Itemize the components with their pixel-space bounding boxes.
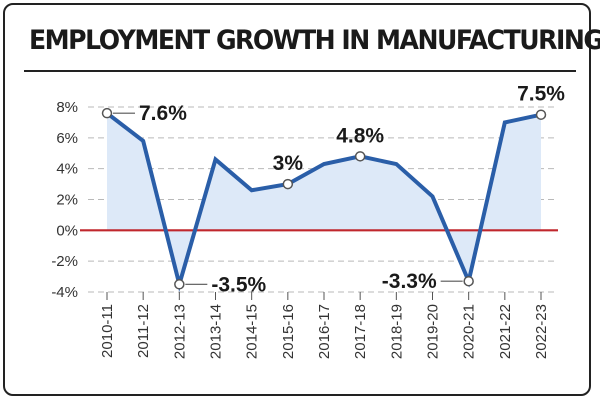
x-tick-label: 2020-21 xyxy=(461,304,478,359)
title-underline xyxy=(24,70,576,72)
data-point-marker xyxy=(463,275,474,287)
data-point-marker xyxy=(535,109,547,120)
data-label: 7.6% xyxy=(139,102,187,125)
x-tick-label: 2011-12 xyxy=(135,304,152,358)
area-shape xyxy=(107,113,541,285)
x-tick-label: 2016-17 xyxy=(316,304,333,359)
y-tick-label: 8% xyxy=(56,99,78,116)
y-tick-label: -4% xyxy=(51,284,78,301)
x-tick-label: 2015-16 xyxy=(280,304,297,359)
chart-title: EMPLOYMENT GROWTH IN MANUFACTURING xyxy=(29,25,600,56)
data-label: -3.5% xyxy=(211,273,266,296)
data-markers xyxy=(101,107,547,290)
x-tick-label: 2014-15 xyxy=(244,304,261,359)
x-tick-label: 2019-20 xyxy=(425,304,442,359)
area-fill xyxy=(107,113,541,285)
x-tick-label: 2013-14 xyxy=(208,304,225,359)
y-tick-label: 6% xyxy=(56,130,78,147)
y-tick-label: 4% xyxy=(56,161,78,178)
data-label: -3.3% xyxy=(382,270,437,293)
data-label: 7.5% xyxy=(517,83,565,106)
data-label: 3% xyxy=(273,152,304,175)
y-tick-label: 2% xyxy=(56,192,78,209)
x-tick-label: 2017-18 xyxy=(352,304,369,359)
x-tick-label: 2022-23 xyxy=(533,304,550,359)
x-tick-label: 2018-19 xyxy=(388,304,405,359)
y-tick-label: 0% xyxy=(56,222,78,239)
data-point-marker xyxy=(354,151,366,162)
data-label: 4.8% xyxy=(336,124,384,147)
data-labels: 7.6% -3.5% 3% 4.8% -3.3% 7.5% xyxy=(113,83,565,296)
x-tick-label: 2012-13 xyxy=(171,304,188,359)
x-tick-label: 2010-11 xyxy=(99,304,116,358)
y-tick-label: -2% xyxy=(51,253,78,270)
data-point-marker xyxy=(282,178,294,190)
data-point-marker xyxy=(101,107,113,119)
data-point-marker xyxy=(174,279,185,290)
x-tick-label: 2021-22 xyxy=(497,304,514,359)
y-axis: -4% -2% 0% 2% 4% 6% 8% xyxy=(51,99,78,301)
x-axis: 2010-11 2011-12 2012-13 2013-14 2014-15 2015-… xyxy=(99,292,550,359)
